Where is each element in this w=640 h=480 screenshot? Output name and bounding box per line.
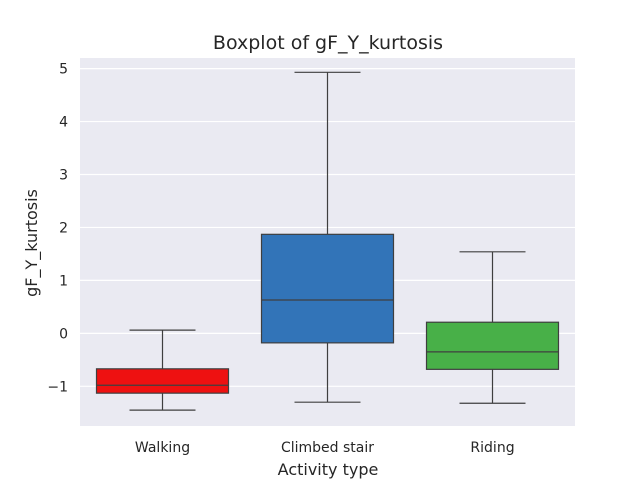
box-riding: [425, 251, 560, 404]
x-tick-label: Walking: [135, 440, 190, 456]
x-axis-title: Activity type: [278, 460, 379, 479]
y-tick-label: 0: [59, 326, 68, 342]
y-tick-label: −1: [47, 379, 68, 395]
box-walking: [95, 329, 230, 411]
boxes-group: [95, 71, 560, 411]
y-tick-label: 3: [59, 167, 68, 183]
iqr-box: [260, 233, 395, 344]
y-axis-title: gF_Y_kurtosis: [22, 189, 42, 297]
y-tick-label: 2: [59, 220, 68, 236]
chart-title: Boxplot of gF_Y_kurtosis: [213, 32, 443, 54]
y-tick-labels: −1 0 1 2 3 4 5: [47, 62, 68, 396]
box-climbed-stair: [260, 71, 395, 403]
x-tick-label: Climbed stair: [281, 440, 374, 456]
y-tick-label: 1: [59, 273, 68, 289]
y-tick-label: 5: [59, 62, 68, 78]
x-tick-labels: Walking Climbed stair Riding: [135, 440, 515, 456]
iqr-box: [95, 368, 230, 394]
y-tick-label: 4: [59, 115, 68, 131]
iqr-box: [425, 321, 560, 370]
x-tick-label: Riding: [470, 440, 514, 456]
